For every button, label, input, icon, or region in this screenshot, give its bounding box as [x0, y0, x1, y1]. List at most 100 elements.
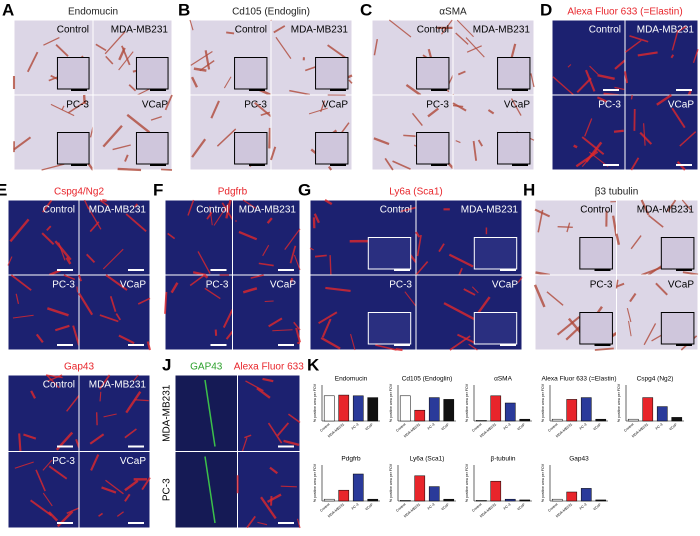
panel-title: Gap43 — [64, 362, 94, 373]
x-tick-label: Control — [395, 502, 406, 512]
stain — [12, 314, 34, 319]
bar — [490, 395, 502, 422]
stain — [392, 160, 411, 170]
stain — [10, 274, 32, 291]
condition-label: MDA-MB231 — [89, 380, 147, 391]
x-tick-label: PC-3 — [655, 422, 664, 430]
stain — [584, 118, 593, 137]
stain — [250, 274, 264, 279]
x-tick-label: VCaP — [516, 502, 526, 511]
stain — [124, 428, 137, 439]
inset — [497, 132, 531, 165]
x-tick-label: PC-3 — [427, 502, 436, 510]
x-tick-label: VCaP — [440, 502, 450, 511]
panel-letter: B — [178, 0, 190, 19]
stain — [648, 214, 664, 228]
stain — [567, 64, 572, 68]
stain — [104, 31, 126, 55]
stain — [318, 311, 338, 325]
stain — [41, 163, 65, 171]
stain — [105, 479, 124, 495]
condition-label: MDA-MB231 — [291, 25, 349, 36]
chart-title: αSMA — [494, 376, 513, 383]
stain — [137, 297, 151, 305]
stain — [597, 74, 615, 81]
stain — [272, 329, 293, 332]
condition-label: Control — [43, 205, 75, 216]
stain — [197, 251, 211, 274]
stain — [90, 454, 100, 471]
x-tick-label: Control — [547, 422, 558, 432]
stain — [375, 344, 397, 351]
stain — [441, 19, 453, 35]
stain — [268, 317, 283, 328]
condition-label: VCaP — [120, 456, 146, 467]
bar — [656, 406, 668, 422]
condition-label: VCaP — [142, 100, 168, 111]
stain — [193, 67, 207, 72]
stain — [455, 32, 469, 45]
stain — [639, 131, 653, 145]
stain — [48, 465, 68, 480]
y-axis-label: % positive area per FOV — [617, 383, 621, 422]
condition-label: Control — [196, 205, 228, 216]
stain — [254, 102, 272, 118]
stain — [308, 107, 328, 115]
stain — [242, 287, 258, 294]
bar — [519, 418, 531, 422]
stain — [613, 129, 624, 133]
stain — [209, 205, 213, 226]
inset — [234, 57, 268, 90]
stain — [388, 19, 412, 38]
inset — [579, 237, 613, 270]
x-tick-label: PC-3 — [351, 502, 360, 510]
y-axis-label: % positive area per FOV — [389, 383, 393, 422]
stain — [125, 391, 142, 414]
stain — [99, 314, 119, 323]
stain — [289, 89, 311, 96]
stain — [614, 86, 625, 91]
stain — [533, 284, 546, 308]
bar — [399, 500, 411, 502]
stain — [416, 234, 422, 257]
stain — [629, 292, 637, 303]
condition-label: PC-3 — [426, 100, 449, 111]
panel-letter: E — [0, 180, 7, 199]
x-tick-label: PC-3 — [427, 422, 436, 430]
stain — [384, 157, 394, 171]
bar — [551, 498, 563, 502]
bar — [367, 498, 379, 502]
stain — [456, 19, 474, 38]
y-axis-label: % positive area per FOV — [389, 463, 393, 502]
y-axis-label: % positive area per FOV — [541, 463, 545, 502]
inset — [473, 237, 518, 270]
condition-label: PC-3 — [389, 280, 412, 291]
stain — [270, 146, 277, 161]
x-tick-label: VCaP — [364, 502, 374, 511]
stain — [63, 274, 76, 281]
stain — [258, 262, 274, 267]
bar — [504, 402, 516, 422]
stain — [557, 225, 573, 229]
condition-label: VCaP — [504, 100, 530, 111]
stain — [85, 253, 96, 264]
stain — [65, 256, 72, 265]
stain — [667, 199, 677, 212]
stain — [275, 36, 292, 59]
stain — [411, 112, 423, 127]
stain — [552, 76, 574, 96]
inset — [660, 237, 695, 270]
bar — [519, 499, 531, 502]
inset — [315, 57, 349, 90]
x-tick-label: Control — [471, 502, 482, 512]
stain — [95, 43, 107, 52]
stain — [48, 269, 61, 277]
stain — [262, 244, 270, 257]
stain — [517, 276, 523, 283]
stain — [76, 286, 79, 293]
stain — [289, 245, 297, 264]
stain — [246, 515, 256, 529]
stain — [118, 47, 126, 61]
stain — [556, 316, 581, 336]
stain — [655, 282, 668, 296]
